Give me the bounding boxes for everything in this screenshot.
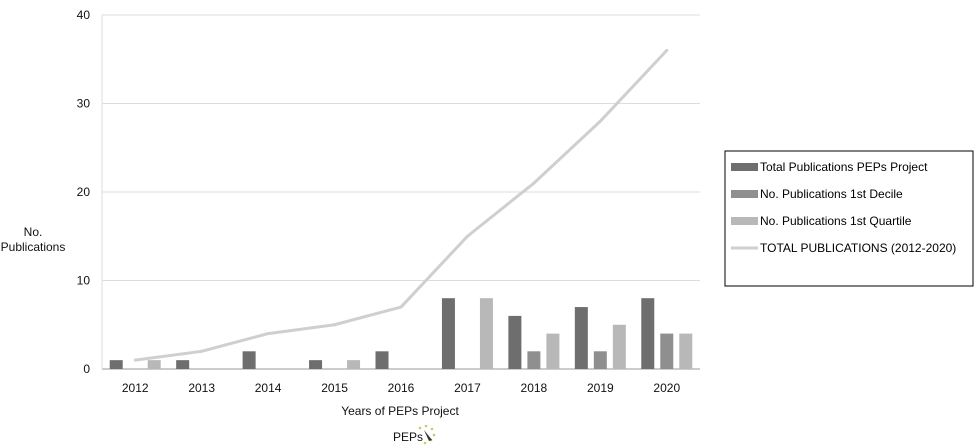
x-tick-label: 2020 — [653, 381, 680, 395]
line-point-2020 — [665, 48, 669, 52]
line-point-2012 — [133, 358, 137, 362]
legend-label-2: No. Publications 1st Decile — [760, 187, 903, 201]
total-line — [133, 48, 669, 362]
bar-2019-series-1 — [574, 307, 588, 369]
line-point-2018 — [532, 181, 536, 185]
x-tick-labels: 2012 2013 2014 2015 2016 2017 2018 2019 2020 — [122, 381, 681, 395]
bar-2015-series-1 — [309, 360, 323, 369]
y-tick-label: 0 — [83, 362, 90, 376]
legend-label-4: TOTAL PUBLICATIONS (2012-2020) — [760, 241, 956, 255]
logo-icon — [418, 424, 436, 445]
bar-2017-series-1 — [441, 298, 455, 369]
caption-text: PEPs — [393, 430, 423, 444]
line-point-2016 — [399, 305, 403, 309]
x-tick-label: 2016 — [388, 381, 415, 395]
caption-logo: PEPs — [393, 424, 436, 445]
bar-2020-series-2 — [660, 333, 674, 369]
line-point-2013 — [200, 349, 204, 353]
gridlines — [101, 14, 700, 370]
line-point-2014 — [266, 332, 270, 336]
x-axis-title: Years of PEPs Project — [341, 404, 459, 418]
y-tick-label: 40 — [77, 8, 91, 22]
legend-swatch-3 — [731, 217, 758, 225]
bar-2012-series-1 — [109, 360, 123, 369]
bar-2015-series-3 — [347, 360, 361, 369]
y-tick-labels: 0 10 20 30 40 — [77, 8, 91, 376]
y-tick-label: 20 — [77, 185, 91, 199]
legend-swatch-1 — [731, 163, 758, 171]
bar-2016-series-1 — [375, 351, 389, 369]
legend-box — [724, 150, 974, 287]
bar-2019-series-3 — [612, 324, 626, 369]
bar-2020-series-3 — [679, 333, 693, 369]
x-tick-label: 2019 — [587, 381, 614, 395]
line-point-2015 — [333, 323, 337, 327]
y-tick-label: 10 — [77, 274, 91, 288]
y-tick-label: 30 — [77, 97, 91, 111]
legend: Total Publications PEPs Project No. Publi… — [724, 150, 974, 287]
x-tick-label: 2014 — [255, 381, 282, 395]
y-axis-title-line2: Publications — [1, 240, 66, 254]
y-axis-title-line1: No. — [24, 225, 43, 239]
x-tick-label: 2017 — [454, 381, 481, 395]
bar-2014-series-1 — [242, 351, 256, 369]
bar-2018-series-1 — [508, 315, 522, 369]
bar-2019-series-2 — [593, 351, 607, 369]
bars — [109, 298, 693, 369]
line-point-2019 — [598, 119, 602, 123]
bar-2020-series-1 — [641, 298, 655, 369]
legend-label-1: Total Publications PEPs Project — [760, 160, 928, 174]
x-tick-label: 2015 — [321, 381, 348, 395]
bar-2018-series-2 — [527, 351, 541, 369]
bar-2017-series-3 — [479, 298, 493, 369]
bar-2013-series-1 — [176, 360, 190, 369]
bar-2012-series-3 — [147, 360, 161, 369]
line-point-2017 — [465, 234, 469, 238]
x-tick-label: 2013 — [188, 381, 215, 395]
legend-label-3: No. Publications 1st Quartile — [760, 214, 912, 228]
legend-swatch-2 — [731, 190, 758, 198]
x-tick-label: 2018 — [521, 381, 548, 395]
bar-2018-series-3 — [546, 333, 560, 369]
x-tick-label: 2012 — [122, 381, 149, 395]
